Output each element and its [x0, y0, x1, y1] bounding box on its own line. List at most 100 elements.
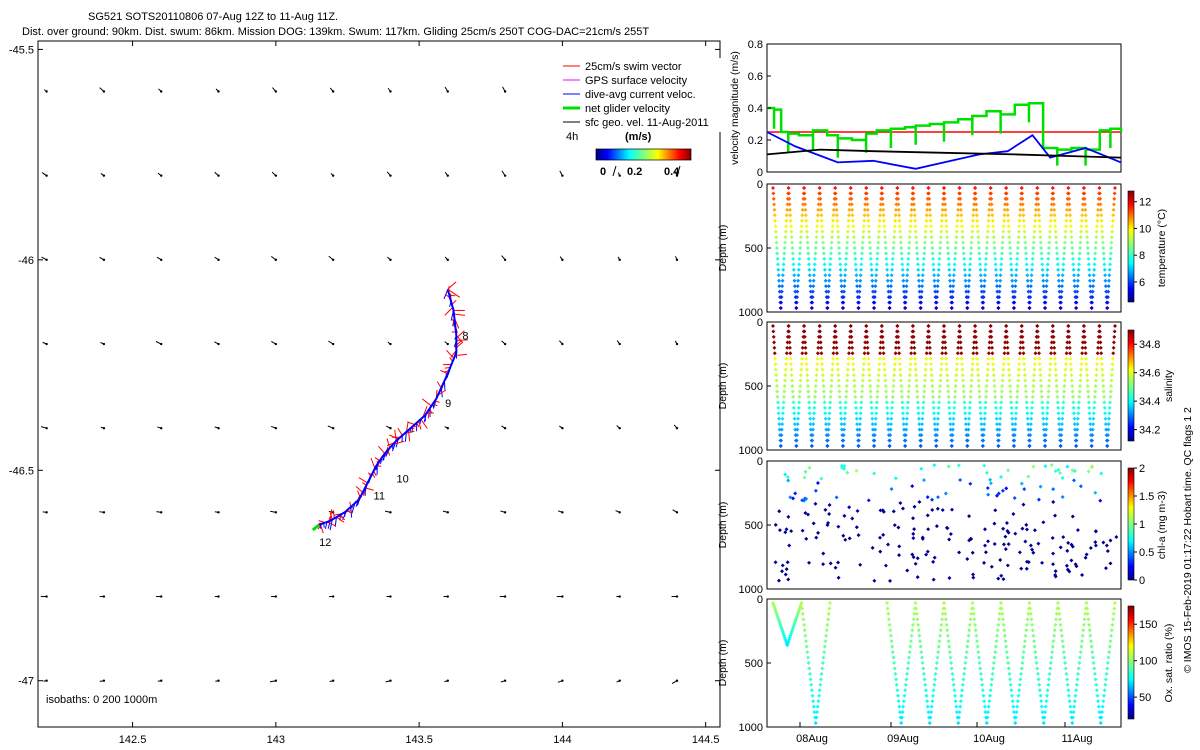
- section-point: [903, 438, 908, 443]
- geo-vector-base: [274, 258, 278, 262]
- section-point: [1070, 251, 1075, 256]
- section-point: [1039, 246, 1044, 250]
- section-point: [954, 710, 959, 715]
- section-point: [848, 324, 853, 328]
- section-point: [1087, 267, 1092, 272]
- section-point: [842, 427, 846, 432]
- section-point: [1092, 394, 1097, 399]
- section-point: [1002, 207, 1007, 212]
- section-point: [1028, 606, 1033, 611]
- section-point: [986, 218, 991, 223]
- section-point: [911, 196, 916, 201]
- section-point: [1049, 655, 1054, 660]
- section-point: [924, 213, 929, 218]
- section-point: [1023, 246, 1028, 250]
- section-point: [940, 207, 945, 212]
- section-point: [816, 207, 821, 212]
- section-point: [803, 633, 808, 638]
- section-point: [1022, 373, 1027, 378]
- section-point: [796, 416, 801, 421]
- section-point: [853, 256, 858, 261]
- section-point: [823, 411, 828, 416]
- geo-vector-base: [217, 90, 220, 93]
- chla-point: [1080, 573, 1085, 578]
- section-point: [1009, 688, 1014, 693]
- section-point: [1021, 351, 1026, 356]
- section-point: [975, 218, 980, 223]
- section-point: [1032, 644, 1037, 649]
- section-point: [995, 628, 1000, 633]
- section-point: [893, 207, 898, 212]
- section-point: [801, 340, 806, 345]
- section-point: [820, 229, 825, 234]
- chla-point: [1013, 531, 1018, 536]
- section-point: [1109, 235, 1114, 240]
- day-label: 8: [462, 331, 468, 343]
- section-point: [1072, 273, 1076, 278]
- section-point: [825, 300, 830, 305]
- section-point: [826, 284, 831, 289]
- section-point: [811, 416, 816, 421]
- depth-tick-label: 1000: [739, 307, 763, 319]
- section-point: [774, 235, 779, 240]
- section-point: [904, 422, 909, 427]
- legend-unit: (m/s): [625, 131, 652, 143]
- section-point: [836, 229, 840, 234]
- section-point: [786, 191, 791, 196]
- section-point: [1113, 601, 1117, 605]
- chla-point: [804, 536, 809, 541]
- section-point: [971, 351, 976, 356]
- section-point: [814, 715, 819, 720]
- section-point: [1064, 218, 1069, 223]
- section-point: [1019, 186, 1024, 190]
- section-point: [1070, 721, 1075, 725]
- section-point: [851, 229, 856, 234]
- section-point: [1053, 622, 1058, 627]
- section-point: [897, 218, 902, 223]
- section-point: [1048, 224, 1053, 229]
- swim-vector: [336, 516, 345, 523]
- section-point: [809, 688, 814, 693]
- speed-tick-2: 0.4: [664, 166, 680, 178]
- section-point: [983, 273, 987, 278]
- section-point: [789, 229, 794, 234]
- section-point: [852, 251, 857, 256]
- chla-point: [993, 508, 998, 513]
- section-point: [942, 606, 947, 611]
- section-point: [788, 213, 793, 218]
- section-point: [1113, 186, 1117, 190]
- section-point: [1030, 400, 1035, 405]
- section-point: [947, 273, 952, 278]
- section-point: [969, 246, 974, 250]
- section-point: [859, 256, 864, 261]
- section-point: [1075, 427, 1080, 432]
- section-point: [1075, 422, 1080, 427]
- section-point: [1107, 273, 1112, 278]
- temperature-points: [771, 186, 1117, 310]
- section-point: [974, 207, 979, 212]
- chla-point: [850, 516, 855, 521]
- section-point: [872, 306, 877, 310]
- chla-point: [872, 578, 877, 583]
- section-point: [880, 340, 885, 345]
- section-point: [1051, 639, 1056, 644]
- section-point: [1022, 644, 1027, 649]
- section-point: [794, 306, 799, 310]
- section-point: [907, 384, 912, 388]
- depth-tick-label: 0: [757, 179, 763, 191]
- section-point: [973, 191, 978, 196]
- section-point: [851, 367, 856, 372]
- section-point: [807, 405, 812, 410]
- section-point: [1085, 606, 1090, 611]
- section-point: [985, 378, 990, 383]
- section-point: [947, 267, 952, 272]
- section-point: [896, 699, 901, 704]
- section-point: [1107, 650, 1112, 655]
- map-legend: 25cm/s swim vector GPS surface velocity …: [560, 58, 730, 178]
- section-point: [959, 351, 964, 356]
- section-point: [780, 411, 785, 416]
- chla-point: [802, 475, 807, 480]
- section-point: [1061, 650, 1066, 655]
- section-point: [954, 367, 959, 372]
